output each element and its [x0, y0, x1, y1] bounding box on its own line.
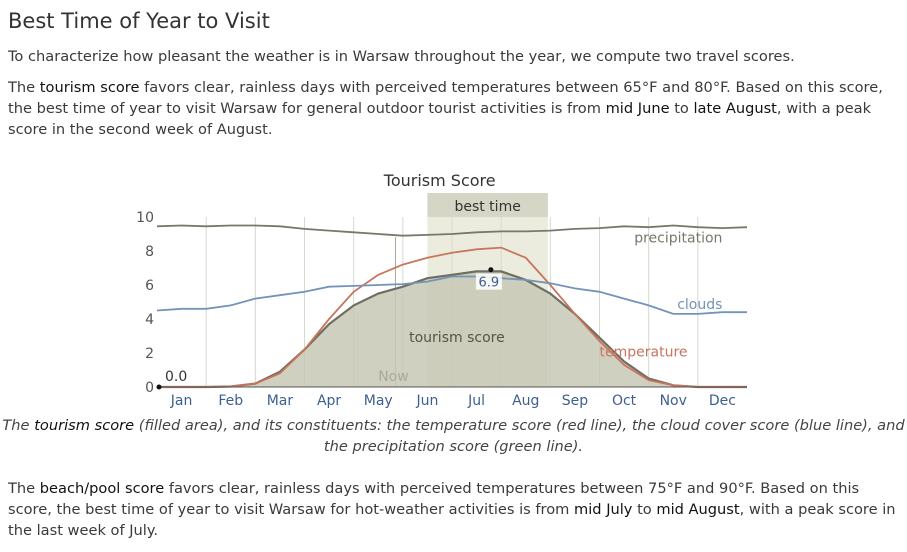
beach-paragraph: The beach/pool score favors clear, rainl…	[8, 478, 900, 541]
x-tick-label: Dec	[709, 393, 736, 409]
clouds-label: clouds	[677, 297, 722, 313]
y-tick-label: 4	[145, 312, 154, 328]
intro-paragraph: To characterize how pleasant the weather…	[8, 48, 795, 65]
beach-text-2: favors clear, rainless days with perceiv…	[8, 480, 860, 518]
now-label: Now	[378, 369, 409, 385]
x-tick-label: Aug	[512, 393, 539, 409]
y-tick-label: 0	[145, 380, 154, 396]
best-time-header	[427, 193, 548, 217]
beach-text-1: The	[8, 480, 40, 497]
label-layer: Now Tourism Score temperature clouds precipi…	[156, 171, 722, 390]
tourism-text-4: , with a peak score in the second week o…	[8, 100, 872, 138]
caption-text-2: (filled area), and its constituents: the…	[134, 417, 905, 455]
annotation-dot	[156, 384, 162, 390]
x-tick-label: Nov	[660, 393, 687, 409]
area-layer	[157, 271, 747, 387]
axis-layer: 0 2 4 6 8 10 Jan Feb Mar Apr May Jun Jul Aug Sep Oct Nov…	[136, 210, 747, 409]
x-tick-label: Jul	[467, 393, 485, 409]
y-tick-label: 8	[145, 244, 154, 260]
tourism-score-area	[157, 271, 747, 387]
chart-caption: The tourism score (filled area), and its…	[0, 415, 907, 457]
tourism-start: mid June	[605, 100, 670, 117]
section-title: Best Time of Year to Visit	[8, 9, 270, 33]
y-tick-label: 6	[145, 278, 154, 294]
beach-end: mid August	[656, 501, 740, 518]
temperature-label: temperature	[600, 344, 688, 360]
precipitation-line	[156, 224, 748, 237]
x-tick-label: May	[364, 393, 393, 409]
y-tick-label: 2	[145, 346, 154, 362]
tourism-score-outline	[157, 270, 747, 389]
tourism-end: late August	[693, 100, 777, 117]
temperature-line	[157, 246, 747, 388]
tourism-text-1: The	[8, 79, 40, 96]
x-tick-label: Jan	[170, 393, 193, 409]
lines-layer	[156, 224, 748, 389]
beach-start: mid July	[574, 501, 633, 518]
tourism-text-3: to	[669, 100, 694, 117]
annotation-dot	[488, 267, 494, 273]
tourism-score-term: tourism score	[39, 79, 140, 96]
best-time-label: best time	[454, 199, 520, 215]
tourism-text-2: favors clear, rainless days with perceiv…	[8, 79, 883, 117]
chart-title: Tourism Score	[383, 171, 496, 190]
x-tick-label: Oct	[612, 393, 637, 409]
x-tick-label: Mar	[267, 393, 294, 409]
x-tick-label: Apr	[317, 393, 341, 409]
peak-annotation-label: 6.9	[479, 276, 500, 291]
clouds-line	[156, 275, 747, 315]
tourism-score-label: tourism score	[409, 330, 505, 346]
tourism-paragraph: The tourism score favors clear, rainless…	[8, 77, 900, 140]
beach-text-4: , with a peak score in the last week of …	[8, 501, 896, 539]
x-tick-label: Jun	[415, 393, 438, 409]
precipitation-label: precipitation	[634, 231, 722, 247]
peak-annotation-box	[475, 273, 502, 290]
min-annotation-label: 0.0	[165, 369, 187, 385]
x-tick-label: Feb	[218, 393, 243, 409]
caption-text-1: The	[2, 417, 35, 434]
beach-text-3: to	[632, 501, 657, 518]
caption-score-term: tourism score	[34, 417, 135, 434]
beach-score-term: beach/pool score	[39, 480, 165, 497]
y-tick-label: 10	[136, 210, 154, 226]
x-tick-label: Sep	[562, 393, 589, 409]
